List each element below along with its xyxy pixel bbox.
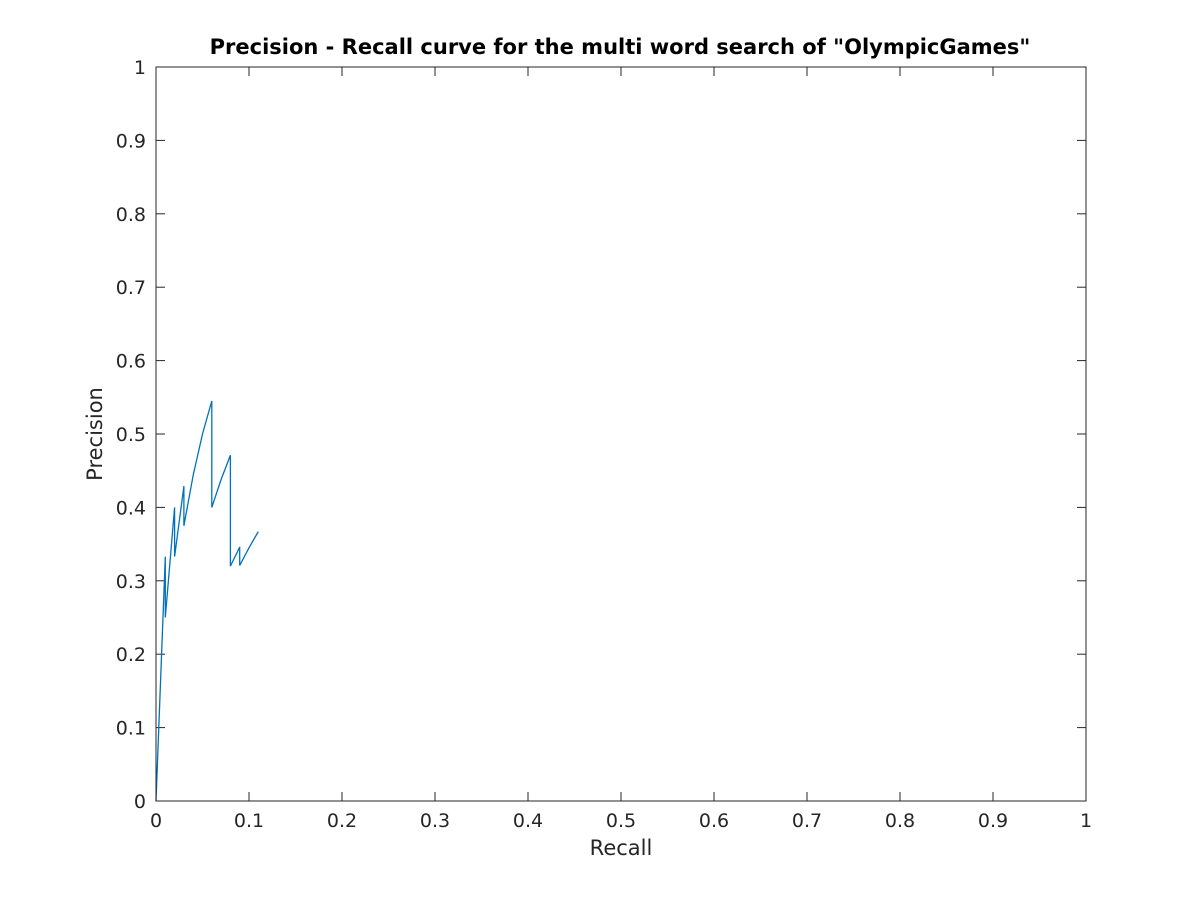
series-layer	[155, 400, 259, 802]
x-tick-label: 0.4	[513, 810, 543, 832]
x-tick-label: 0.3	[420, 810, 450, 832]
y-tick-label: 0.7	[116, 277, 146, 299]
x-tick-label: 0.8	[885, 810, 915, 832]
y-tick-label: 1	[134, 57, 146, 79]
y-tick-label: 0.4	[116, 497, 146, 519]
x-tick-label: 0.2	[327, 810, 357, 832]
y-tick-label: 0.9	[116, 130, 146, 152]
y-tick-label: 0.5	[116, 424, 146, 446]
series-line-0	[155, 400, 259, 802]
y-tick-label: 0.2	[116, 644, 146, 666]
x-tick-label: 0	[150, 810, 162, 832]
x-tick-label: 1	[1080, 810, 1092, 832]
x-tick-label: 0.1	[234, 810, 264, 832]
chart-title: Precision - Recall curve for the multi w…	[210, 35, 1031, 59]
x-tick-label: 0.5	[606, 810, 636, 832]
y-tick-label: 0.1	[116, 718, 146, 740]
y-tick-label: 0	[134, 791, 146, 813]
x-tick-label: 0.6	[699, 810, 729, 832]
x-tick-label: 0.9	[978, 810, 1008, 832]
axis-tick-labels: 0 0.1 0.2 0.3 0.4 0.5 0.6 0.7 0.8 0.9 1 0 0.1 0.2 0.3 0…	[116, 57, 1092, 832]
y-tick-label: 0.3	[116, 571, 146, 593]
plot-box	[155, 66, 1087, 802]
y-tick-label: 0.6	[116, 351, 146, 373]
y-tick-label: 0.8	[116, 204, 146, 226]
x-tick-label: 0.7	[792, 810, 822, 832]
y-axis-label: Precision	[83, 387, 107, 481]
x-axis-label: Recall	[590, 836, 653, 860]
plot-area	[156, 67, 1086, 801]
